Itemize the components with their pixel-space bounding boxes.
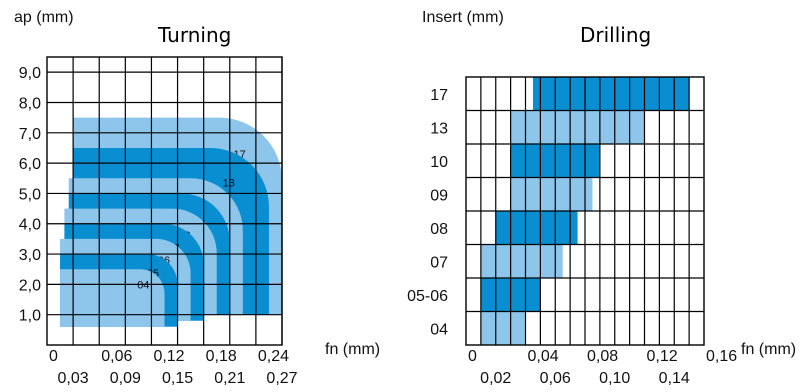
turning-band-label: 13 (223, 177, 235, 189)
turning-x-tick-label: 0,15 (162, 370, 193, 387)
drilling-x-tick-label: 0,08 (587, 348, 618, 365)
turning-y-axis-label: ap (mm) (14, 9, 74, 26)
drilling-y-tick-label: 10 (430, 154, 448, 171)
drilling-x-tick-label: 0,02 (480, 370, 511, 387)
drilling-x-tick-label: 0,16 (706, 348, 737, 365)
drilling-bar-04 (480, 311, 526, 345)
turning-x-tick-label: 0,12 (153, 348, 184, 365)
drilling-x-tick-label: 0 (468, 348, 477, 365)
turning-title: Turning (157, 23, 231, 47)
turning-band-label: 04 (137, 280, 149, 292)
drilling-bar-17 (532, 77, 690, 111)
drilling-chart: Drilling Insert (mm) fn (mm) 17 13 10 09 08 0… (407, 9, 796, 387)
turning-band-04 (60, 269, 165, 327)
turning-y-tick-label: 1,0 (19, 308, 41, 325)
drilling-bar-07 (480, 244, 563, 278)
drilling-x-axis-label: fn (mm) (741, 341, 796, 358)
turning-x-tick-label: 0,27 (266, 370, 297, 387)
turning-x-axis-label: fn (mm) (325, 341, 380, 358)
drilling-x-tick-label: 0,12 (647, 348, 678, 365)
drilling-bar-13 (510, 110, 645, 144)
drilling-title: Drilling (580, 23, 651, 47)
drilling-y-tick-label: 07 (430, 254, 448, 271)
turning-y-tick-label: 5,0 (19, 186, 41, 203)
drilling-y-tick-label: 17 (430, 87, 448, 104)
drilling-x-tick-label: 0,10 (599, 370, 630, 387)
drilling-plot-frame (465, 76, 705, 346)
drilling-y-tick-label: 09 (430, 187, 448, 204)
drilling-y-tick-label: 08 (430, 221, 448, 238)
drilling-y-tick-label: 13 (430, 120, 448, 137)
turning-y-tick-label: 7,0 (19, 126, 41, 143)
turning-plot-frame (46, 56, 283, 346)
turning-chart: Turning ap (mm) fn (mm) 1713100908070605… (14, 9, 380, 387)
drilling-bar-08 (495, 211, 578, 245)
turning-y-tick-label: 8,0 (19, 95, 41, 112)
turning-x-tick-label: 0,18 (206, 348, 237, 365)
drilling-y-tick-label: 05-06 (407, 288, 448, 305)
turning-x-tick-label: 0 (49, 348, 58, 365)
drilling-x-tick-label: 0,04 (528, 348, 559, 365)
turning-x-tick-label: 0,09 (110, 370, 141, 387)
turning-y-tick-label: 6,0 (19, 156, 41, 173)
drilling-x-tick-label: 0,06 (540, 370, 571, 387)
turning-x-tick-label: 0,21 (214, 370, 245, 387)
drilling-bar-09 (510, 177, 593, 211)
turning-x-tick-label: 0,06 (101, 348, 132, 365)
drilling-y-axis-label: Insert (mm) (422, 9, 504, 26)
turning-y-tick-label: 2,0 (19, 277, 41, 294)
drilling-y-tick-label: 04 (430, 321, 448, 338)
turning-y-tick-label: 4,0 (19, 217, 41, 234)
drilling-x-tick-label: 0,14 (659, 370, 690, 387)
turning-x-tick-label: 0,24 (258, 348, 289, 365)
turning-y-tick-label: 9,0 (19, 65, 41, 82)
turning-x-tick-label: 0,03 (58, 370, 89, 387)
turning-y-tick-label: 3,0 (19, 247, 41, 264)
